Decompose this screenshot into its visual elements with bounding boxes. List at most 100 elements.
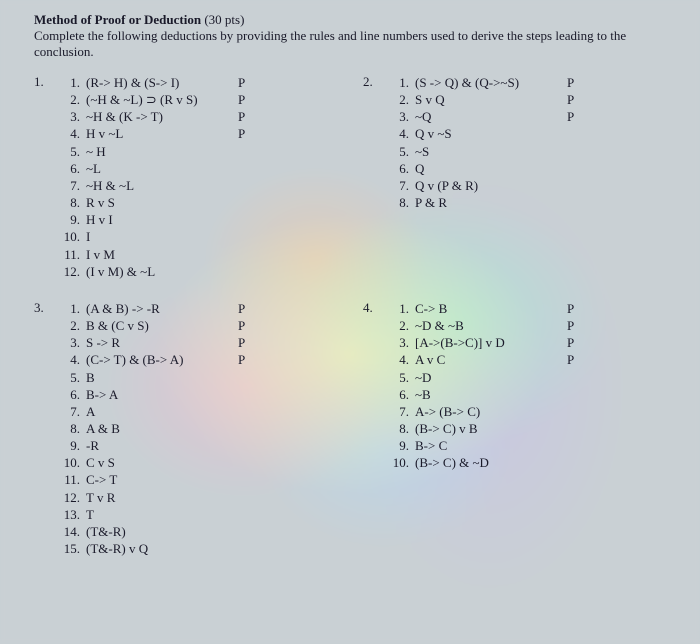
proof-line: 10. (B-> C) & ~D <box>391 454 574 471</box>
line-number: 9. <box>62 211 80 228</box>
proof-lines: 1.C-> BP2.~D & ~BP3.[A->(B->C)] v DP4.A … <box>391 300 574 472</box>
proof-line: 3.S -> RP <box>62 334 245 351</box>
line-justification: P <box>232 125 245 142</box>
line-number: 1. <box>62 300 80 317</box>
line-number: 10. <box>62 228 80 245</box>
line-number: 2. <box>391 91 409 108</box>
line-expression: ~L <box>86 160 226 177</box>
proof-line: 2. S v Q P <box>391 91 574 108</box>
proof-line: 5.~S <box>391 143 574 160</box>
title-bold: Method of Proof or Deduction <box>34 12 201 27</box>
line-expression: Q v ~S <box>415 125 555 142</box>
line-expression: (B-> C) v B <box>415 420 555 437</box>
line-number: 15. <box>62 540 80 557</box>
proof-line: 1.(R-> H) & (S-> I)P <box>62 74 245 91</box>
line-number: 8. <box>62 194 80 211</box>
proof-lines: 1.(S -> Q) & (Q->~S)P2.S v QP3.~QP4.Q v … <box>391 74 574 211</box>
line-expression: T v R <box>86 489 226 506</box>
problems-grid: 1. 1.(R-> H) & (S-> I)P 2. (~H & ~L) ⊃ (R v… <box>34 74 682 557</box>
proof-line: 14. (T&-R) <box>62 523 245 540</box>
line-number: 6. <box>391 160 409 177</box>
instructions: Complete the following deductions by pro… <box>34 28 626 59</box>
proof-line: 5.B <box>62 369 245 386</box>
proof-line: 5.~D <box>391 369 574 386</box>
proof-line: 13.T <box>62 506 245 523</box>
line-number: 14. <box>62 523 80 540</box>
line-number: 7. <box>62 403 80 420</box>
proof-line: 15. (T&-R) v Q <box>62 540 245 557</box>
line-expression: Q <box>415 160 555 177</box>
line-expression: ~S <box>415 143 555 160</box>
line-justification: P <box>232 74 245 91</box>
problem-number: 1. <box>34 74 48 90</box>
line-number: 1. <box>391 300 409 317</box>
line-number: 7. <box>62 177 80 194</box>
line-expression: (T&-R) <box>86 523 226 540</box>
line-expression: ~ H <box>86 143 226 160</box>
line-expression: (T&-R) v Q <box>86 540 226 557</box>
proof-line: 1. (S -> Q) & (Q->~S) P <box>391 74 574 91</box>
line-justification: P <box>561 74 574 91</box>
proof-line: 6.~L <box>62 160 245 177</box>
line-expression: A v C <box>415 351 555 368</box>
line-expression: -R <box>86 437 226 454</box>
line-justification: P <box>232 300 245 317</box>
line-expression: ~H & (K -> T) <box>86 108 226 125</box>
line-number: 12. <box>62 489 80 506</box>
line-expression: C-> T <box>86 471 226 488</box>
line-expression: A-> (B-> C) <box>415 403 555 420</box>
line-justification: P <box>232 108 245 125</box>
line-number: 10. <box>62 454 80 471</box>
line-number: 3. <box>62 108 80 125</box>
line-expression: C-> B <box>415 300 555 317</box>
line-expression: B-> C <box>415 437 555 454</box>
line-number: 1. <box>391 74 409 91</box>
line-justification: P <box>561 91 574 108</box>
line-expression: P & R <box>415 194 555 211</box>
line-number: 10. <box>391 454 409 471</box>
proof-line: 6.B-> A <box>62 386 245 403</box>
line-number: 8. <box>62 420 80 437</box>
line-number: 4. <box>391 125 409 142</box>
header-block: Method of Proof or Deduction (30 pts) Co… <box>34 12 682 60</box>
proof-line: 6. Q <box>391 160 574 177</box>
line-expression: H v ~L <box>86 125 226 142</box>
line-expression: S v Q <box>415 91 555 108</box>
problem-number: 2. <box>363 74 377 90</box>
line-expression: (S -> Q) & (Q->~S) <box>415 74 555 91</box>
line-expression: ~D <box>415 369 555 386</box>
line-expression: (B-> C) & ~D <box>415 454 555 471</box>
line-justification: P <box>232 91 245 108</box>
proof-line: 8.P & R <box>391 194 574 211</box>
proof-line: 9.H v I <box>62 211 245 228</box>
line-number: 5. <box>62 369 80 386</box>
line-justification: P <box>561 108 574 125</box>
line-number: 4. <box>62 351 80 368</box>
problem: 4.1.C-> BP2.~D & ~BP3.[A->(B->C)] v DP4.… <box>363 300 682 557</box>
proof-line: 5.~ H <box>62 143 245 160</box>
line-expression: ~B <box>415 386 555 403</box>
line-expression: ~Q <box>415 108 555 125</box>
proof-line: 4.A v CP <box>391 351 574 368</box>
line-justification: P <box>561 351 574 368</box>
line-number: 3. <box>391 334 409 351</box>
line-number: 2. <box>391 317 409 334</box>
line-expression: ~D & ~B <box>415 317 555 334</box>
line-number: 2. <box>62 317 80 334</box>
line-expression: Q v (P & R) <box>415 177 555 194</box>
problem-number: 4. <box>363 300 377 316</box>
proof-line: 7. Q v (P & R) <box>391 177 574 194</box>
problem: 3.1.(A & B) -> -RP2.B & (C v S)P3.S -> R… <box>34 300 353 557</box>
line-expression: (C-> T) & (B-> A) <box>86 351 226 368</box>
line-expression: (I v M) & ~L <box>86 263 226 280</box>
proof-line: 7. ~H & ~L <box>62 177 245 194</box>
line-expression: ~H & ~L <box>86 177 226 194</box>
problem: 1.1.(R-> H) & (S-> I)P2.(~H & ~L) ⊃ (R v… <box>34 74 353 280</box>
proof-line: 3. ~H & (K -> T) P <box>62 108 245 125</box>
line-justification: P <box>561 334 574 351</box>
line-number: 11. <box>62 471 80 488</box>
line-number: 7. <box>391 177 409 194</box>
proof-lines: 1.(A & B) -> -RP2.B & (C v S)P3.S -> RP4… <box>62 300 245 557</box>
line-expression: (~H & ~L) ⊃ (R v S) <box>86 91 226 108</box>
proof-line: 6.~B <box>391 386 574 403</box>
